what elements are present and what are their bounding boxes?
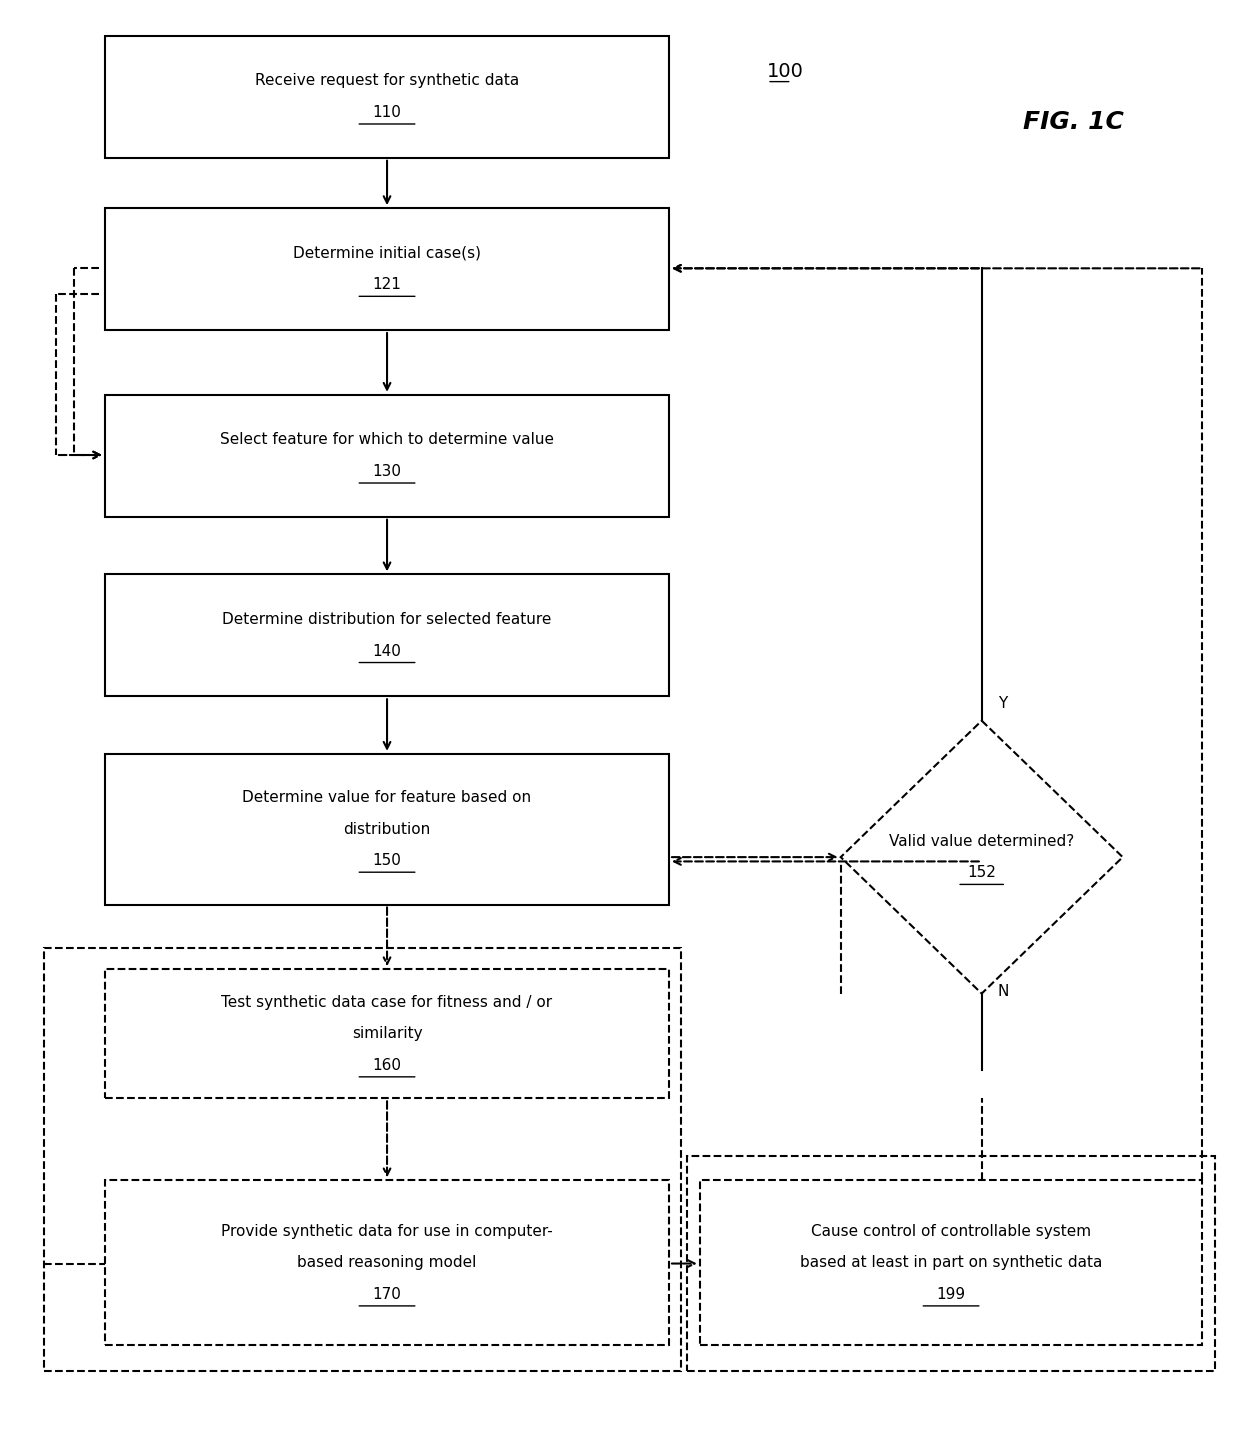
Text: distribution: distribution xyxy=(343,822,430,837)
Text: 170: 170 xyxy=(372,1288,402,1302)
Text: 150: 150 xyxy=(372,853,402,869)
FancyBboxPatch shape xyxy=(105,394,670,516)
Text: based reasoning model: based reasoning model xyxy=(298,1256,476,1270)
Text: Cause control of controllable system: Cause control of controllable system xyxy=(811,1224,1091,1238)
Text: N: N xyxy=(998,983,1009,999)
Polygon shape xyxy=(841,721,1122,993)
Text: Select feature for which to determine value: Select feature for which to determine va… xyxy=(219,432,554,448)
Text: Determine distribution for selected feature: Determine distribution for selected feat… xyxy=(222,612,552,626)
FancyBboxPatch shape xyxy=(699,1180,1203,1346)
Text: Determine value for feature based on: Determine value for feature based on xyxy=(243,790,532,805)
FancyBboxPatch shape xyxy=(105,969,670,1099)
Text: 121: 121 xyxy=(372,277,402,293)
Text: Determine initial case(s): Determine initial case(s) xyxy=(293,245,481,261)
FancyBboxPatch shape xyxy=(105,1180,670,1346)
Text: 110: 110 xyxy=(372,104,402,120)
Text: 199: 199 xyxy=(936,1288,966,1302)
Text: FIG. 1C: FIG. 1C xyxy=(1023,110,1125,133)
Text: Test synthetic data case for fitness and / or: Test synthetic data case for fitness and… xyxy=(222,995,553,1009)
FancyBboxPatch shape xyxy=(105,36,670,158)
Text: Y: Y xyxy=(998,696,1007,710)
Text: Valid value determined?: Valid value determined? xyxy=(889,834,1074,848)
Text: similarity: similarity xyxy=(352,1027,423,1041)
Text: 130: 130 xyxy=(372,464,402,478)
Text: 140: 140 xyxy=(372,644,402,658)
FancyBboxPatch shape xyxy=(105,207,670,331)
Text: Receive request for synthetic data: Receive request for synthetic data xyxy=(255,74,520,88)
FancyBboxPatch shape xyxy=(105,574,670,696)
FancyBboxPatch shape xyxy=(105,754,670,905)
Text: 160: 160 xyxy=(372,1058,402,1073)
Text: Provide synthetic data for use in computer-: Provide synthetic data for use in comput… xyxy=(221,1224,553,1238)
Text: 152: 152 xyxy=(967,866,996,880)
Text: based at least in part on synthetic data: based at least in part on synthetic data xyxy=(800,1256,1102,1270)
Text: 100: 100 xyxy=(768,62,804,81)
